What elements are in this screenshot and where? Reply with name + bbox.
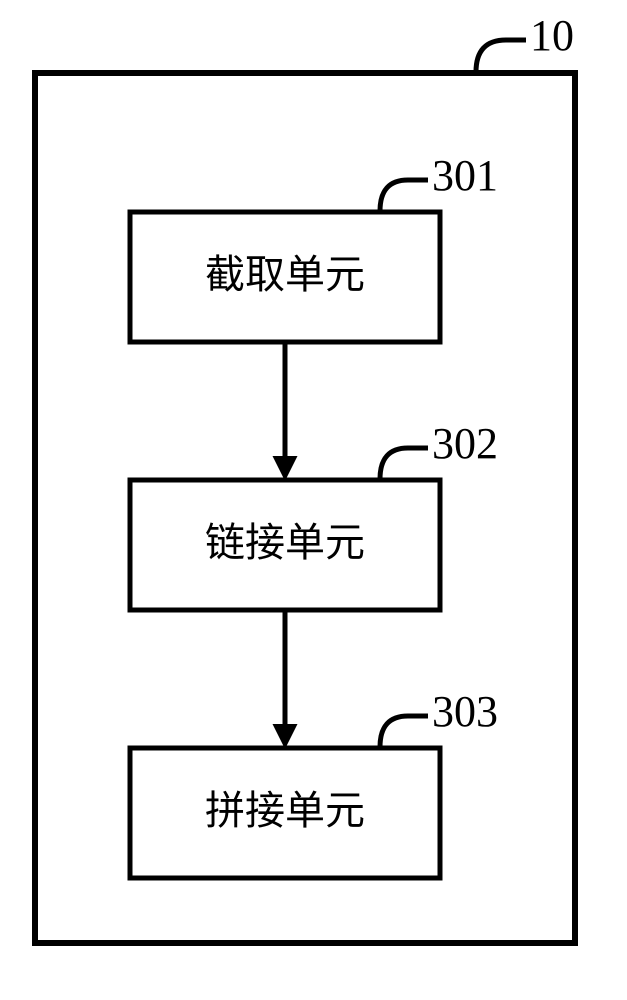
outer-label: 10 [530, 11, 574, 60]
node-label: 301 [432, 151, 498, 200]
diagram-canvas: 10 截取单元 301 链接单元 302 拼接单元 303 [0, 0, 627, 1000]
outer-leader [476, 40, 526, 72]
node-label: 302 [432, 419, 498, 468]
node-leader [380, 448, 428, 479]
node-leader [380, 716, 428, 747]
node-text: 拼接单元 [205, 788, 365, 833]
node-leader [380, 180, 428, 211]
node-text: 链接单元 [205, 520, 365, 565]
node-label: 303 [432, 687, 498, 736]
node-text: 截取单元 [205, 252, 365, 297]
